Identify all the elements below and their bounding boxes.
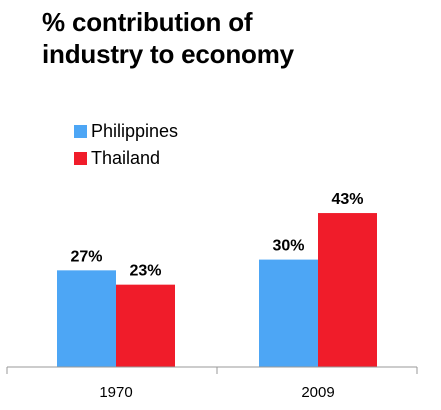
legend-label-philippines: Philippines <box>91 121 179 141</box>
data-label-philippines-2009: 30% <box>272 238 304 255</box>
legend-item-thailand: Thailand <box>74 145 178 172</box>
legend-swatch-philippines <box>74 125 87 138</box>
chart-title: % contribution of industry to economy <box>42 6 294 70</box>
bar-thailand-1970 <box>116 284 175 367</box>
bar-thailand-2009 <box>318 213 377 367</box>
chart-title-line-2: industry to economy <box>42 39 294 69</box>
legend-item-philippines: Philippines <box>74 118 178 145</box>
x-tick-label-2009: 2009 <box>301 384 334 401</box>
bar-philippines-1970 <box>57 270 116 367</box>
data-label-thailand-1970: 23% <box>129 263 161 280</box>
data-label-philippines-1970: 27% <box>70 248 102 265</box>
x-tick-label-1970: 1970 <box>99 384 132 401</box>
bar-philippines-2009 <box>259 259 318 367</box>
legend-label-thailand: Thailand <box>91 148 161 168</box>
chart-title-line-1: % contribution of <box>42 7 253 37</box>
legend-swatch-thailand <box>74 152 87 165</box>
data-label-thailand-2009: 43% <box>331 191 363 208</box>
legend: Philippines Thailand <box>74 118 178 172</box>
